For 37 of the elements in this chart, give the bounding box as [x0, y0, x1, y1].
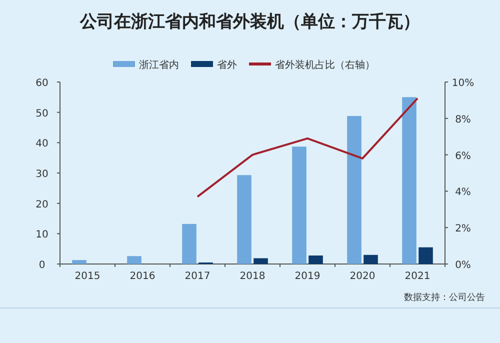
x-tick-label: 2017 — [184, 271, 210, 282]
y-tick-label: 30 — [36, 169, 48, 180]
bar — [347, 116, 362, 264]
x-tick-label: 2016 — [130, 271, 156, 282]
legend-label: 省外装机占比（右轴） — [275, 59, 375, 71]
y2-tick-label: 0% — [455, 260, 471, 271]
bar — [72, 260, 86, 264]
y2-tick-label: 8% — [455, 114, 471, 126]
x-tick-label: 2018 — [240, 271, 266, 282]
x-tick-label: 2020 — [350, 271, 376, 282]
y2-tick-label: 6% — [455, 150, 471, 162]
y2-tick-label: 10% — [452, 78, 474, 89]
bar — [182, 224, 196, 264]
bar — [418, 247, 433, 264]
legend-label: 浙江省内 — [139, 59, 179, 71]
y-tick-label: 50 — [36, 108, 48, 120]
line-series — [196, 97, 418, 198]
bar — [127, 256, 142, 264]
bar — [402, 97, 416, 264]
y-tick-label: 20 — [36, 199, 48, 210]
chart-title: 公司在浙江省内和省外装机（单位：万千瓦） — [79, 12, 420, 32]
x-tick-label: 2015 — [74, 271, 100, 282]
bar — [237, 175, 252, 264]
x-tick-label: 2019 — [294, 271, 320, 282]
bar — [254, 258, 268, 264]
y-tick-label: 60 — [36, 78, 48, 89]
y-tick-label: 40 — [36, 138, 48, 150]
text: 数据支持：公司公告 — [404, 292, 485, 303]
bar — [292, 146, 306, 264]
x-tick-label: 2021 — [404, 271, 430, 282]
bar — [364, 254, 378, 264]
y-tick-label: 0 — [38, 260, 46, 271]
y2-tick-label: 4% — [455, 187, 471, 198]
bar — [308, 256, 323, 264]
legend-label: 省外 — [217, 59, 237, 71]
y-tick-label: 10 — [36, 230, 48, 241]
y2-tick-label: 2% — [455, 224, 471, 235]
